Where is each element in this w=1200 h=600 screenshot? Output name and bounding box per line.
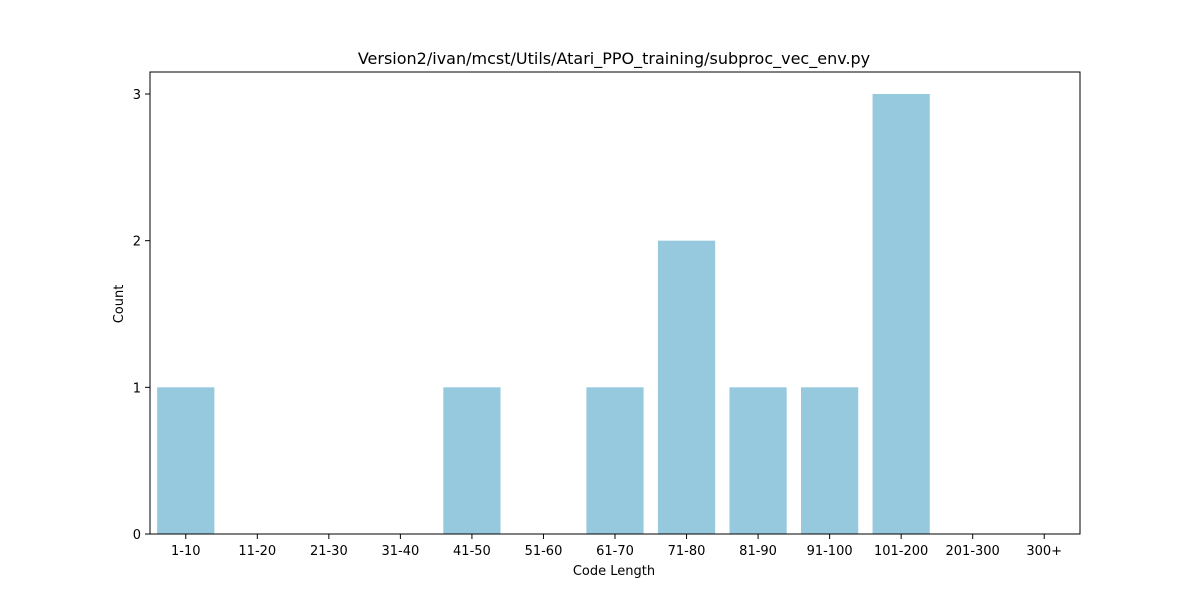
x-tick-label: 31-40 <box>381 544 419 559</box>
x-tick-label: 300+ <box>1026 544 1062 559</box>
x-tick-label: 41-50 <box>453 544 491 559</box>
chart-title: Version2/ivan/mcst/Utils/Atari_PPO_train… <box>358 49 870 69</box>
x-tick-label: 11-20 <box>238 544 276 559</box>
x-tick-label: 201-300 <box>946 544 1000 559</box>
x-ticks: 1-10 11-20 21-30 31-40 41-50 51-60 61-70 71-80 8… <box>171 534 1062 559</box>
bar-91-100 <box>801 387 859 534</box>
y-tick-label: 0 <box>133 528 141 543</box>
x-tick-label: 91-100 <box>807 544 853 559</box>
x-tick-label: 71-80 <box>668 544 706 559</box>
bars-group <box>157 94 930 534</box>
x-tick-label: 51-60 <box>525 544 563 559</box>
x-tick-label: 21-30 <box>310 544 348 559</box>
bar-71-80 <box>657 240 716 534</box>
y-tick-label: 3 <box>133 88 141 103</box>
bar-1-10 <box>157 387 215 534</box>
x-tick-label: 1-10 <box>171 544 201 559</box>
y-tick-label: 1 <box>133 381 141 396</box>
x-tick-label: 81-90 <box>739 544 777 559</box>
x-tick-label: 61-70 <box>596 544 634 559</box>
y-tick-label: 2 <box>133 235 141 250</box>
y-ticks: 0 1 2 3 <box>133 88 150 543</box>
bar-41-50 <box>443 387 501 534</box>
y-axis-label: Count <box>112 285 127 324</box>
bar-81-90 <box>729 387 787 534</box>
x-tick-label: 101-200 <box>874 544 928 559</box>
x-axis-label: Code Length <box>573 564 655 579</box>
plot-frame <box>149 71 1081 535</box>
bar-61-70 <box>586 387 644 534</box>
bar-101-200 <box>872 94 930 534</box>
